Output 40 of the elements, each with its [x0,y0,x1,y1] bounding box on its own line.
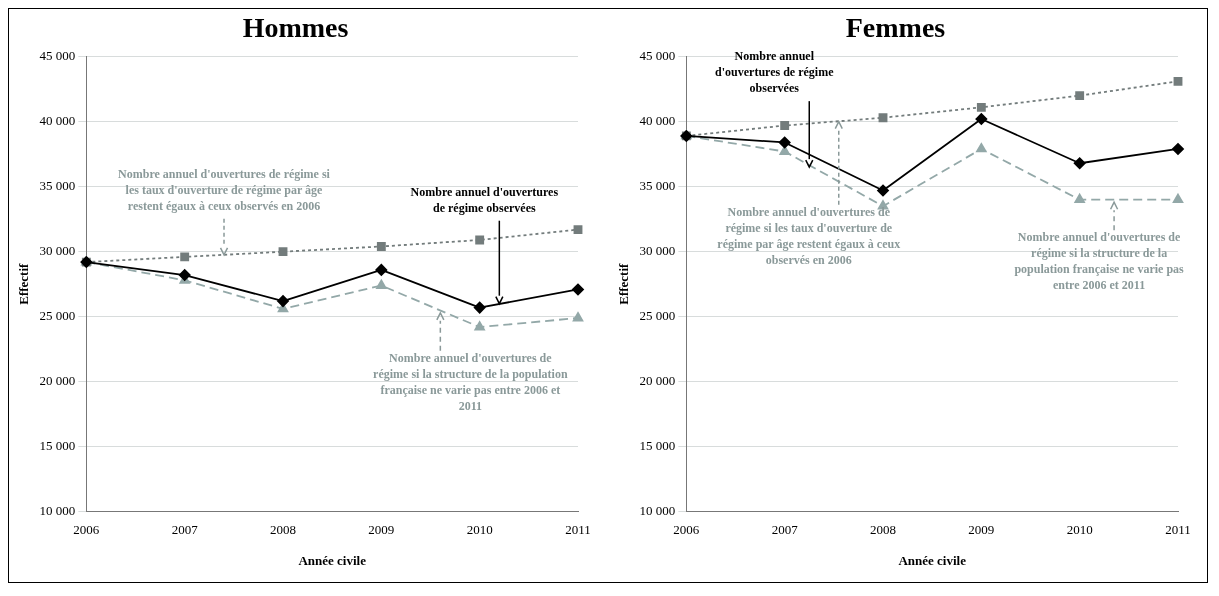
x-tick-label: 2008 [870,522,897,538]
x-tick-label: 2011 [1165,522,1191,538]
y-axis-title: Effectif [16,262,32,305]
chart-title: Hommes [242,12,349,44]
y-tick-label: 10 000 [639,503,676,519]
annotation: Nombre annuel d'ouvertures de régime si les taux d'ouverture de régime par âge restent égaux à ceux observés en 2006 [118,166,331,213]
y-tick-label: 30 000 [639,243,676,259]
y-tick-label: 20 000 [39,373,76,389]
y-tick-label: 30 000 [39,243,76,259]
y-tick-label: 15 000 [39,438,76,454]
annotation: Nombre annuel d'ouvertures de régime observées [715,49,835,96]
y-axis-title: Effectif [616,262,632,305]
y-tick-label: 35 000 [39,178,76,194]
y-tick-label: 35 000 [639,178,676,194]
x-axis-title: Année civile [898,552,967,568]
y-tick-label: 25 000 [39,308,76,324]
x-tick-label: 2009 [968,522,995,538]
x-tick-label: 2010 [1066,522,1093,538]
annotation: Nombre annuel d'ouvertures de régime observées [410,184,559,215]
annotation: Nombre annuel d'ouvertures de régime si la structure de la population française ne varie pas entre 2006 et 2011 [1014,230,1185,293]
y-tick-label: 45 000 [39,48,76,64]
y-tick-label: 10 000 [39,503,76,519]
x-axis-title: Année civile [298,552,367,568]
x-tick-label: 2008 [270,522,297,538]
y-tick-label: 40 000 [39,113,76,129]
x-tick-label: 2007 [171,522,199,538]
annotation: Nombre annuel d'ouvertures de régime si la structure de la population française ne varie pas entre 2006 et 2011 [373,350,568,413]
y-tick-label: 45 000 [639,48,676,64]
y-tick-label: 15 000 [639,438,676,454]
x-tick-label: 2010 [466,522,493,538]
y-tick-label: 20 000 [639,373,676,389]
y-tick-label: 40 000 [639,113,676,129]
x-tick-label: 2006 [73,522,100,538]
x-tick-label: 2009 [368,522,395,538]
x-tick-label: 2011 [565,522,591,538]
x-tick-label: 2006 [673,522,700,538]
annotation: Nombre annuel d'ouvertures de régime si les taux d'ouverture de régime par âge restent égaux à ceux observés en 2006 [717,204,901,267]
y-tick-label: 25 000 [639,308,676,324]
x-tick-label: 2007 [771,522,799,538]
chart-title: Femmes [845,12,946,44]
